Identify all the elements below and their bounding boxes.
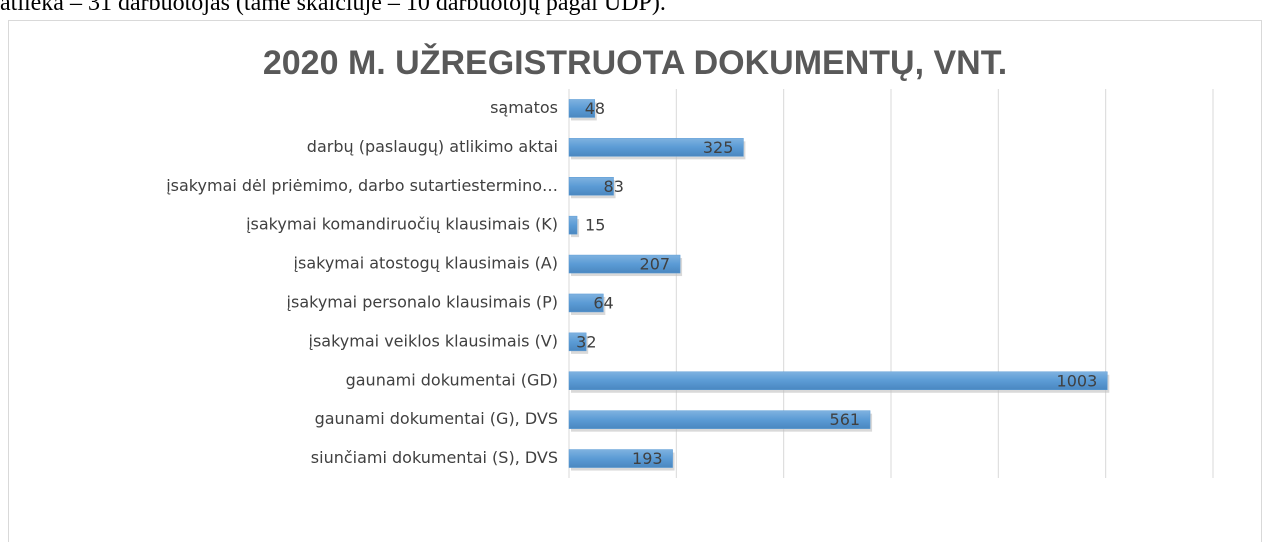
data-label: 32: [576, 332, 596, 351]
category-label: gaunami dokumentai (G), DVS: [315, 409, 558, 428]
bar: [568, 99, 596, 118]
bar: [568, 371, 1108, 390]
data-label: 48: [585, 99, 605, 118]
data-label: 207: [640, 255, 671, 274]
category-label: gaunami dokumentai (GD): [346, 370, 558, 389]
bar: [568, 449, 673, 468]
category-label: įsakymai atostogų klausimais (A): [294, 254, 558, 273]
data-label: 15: [585, 216, 605, 235]
bar: [568, 138, 744, 157]
category-label: įsakymai veiklos klausimais (V): [309, 331, 558, 350]
bar: [568, 293, 604, 313]
data-label: 83: [604, 177, 624, 196]
data-label: 325: [703, 138, 734, 157]
data-label: 64: [593, 293, 613, 312]
chart-title: 2020 M. UŽREGISTRUOTA DOKUMENTŲ, VNT.: [263, 44, 1007, 82]
plot-area: 48 sąmatos 325 darbų (paslaugų) atlikimo ak…: [166, 89, 1214, 478]
data-label: 1003: [1057, 371, 1098, 390]
category-label: darbų (paslaugų) atlikimo aktai: [307, 137, 558, 156]
bar: [568, 177, 614, 196]
category-label: įsakymai dėl priėmimo, darbo sutartieste…: [166, 176, 558, 195]
bar: [568, 410, 871, 429]
category-label: sąmatos: [490, 98, 558, 117]
bar: [568, 332, 587, 352]
category-label: siunčiami dokumentai (S), DVS: [311, 448, 558, 467]
data-label: 193: [632, 449, 663, 468]
category-label: įsakymai personalo klausimais (P): [287, 292, 558, 311]
document-text: atlieka – 31 darbuotojas (tame skaičiuje…: [0, 0, 666, 16]
bar: [568, 215, 578, 235]
category-label: įsakymai komandiruočių klausimais (K): [246, 215, 558, 234]
bar: [568, 254, 681, 274]
data-label: 561: [830, 410, 861, 429]
